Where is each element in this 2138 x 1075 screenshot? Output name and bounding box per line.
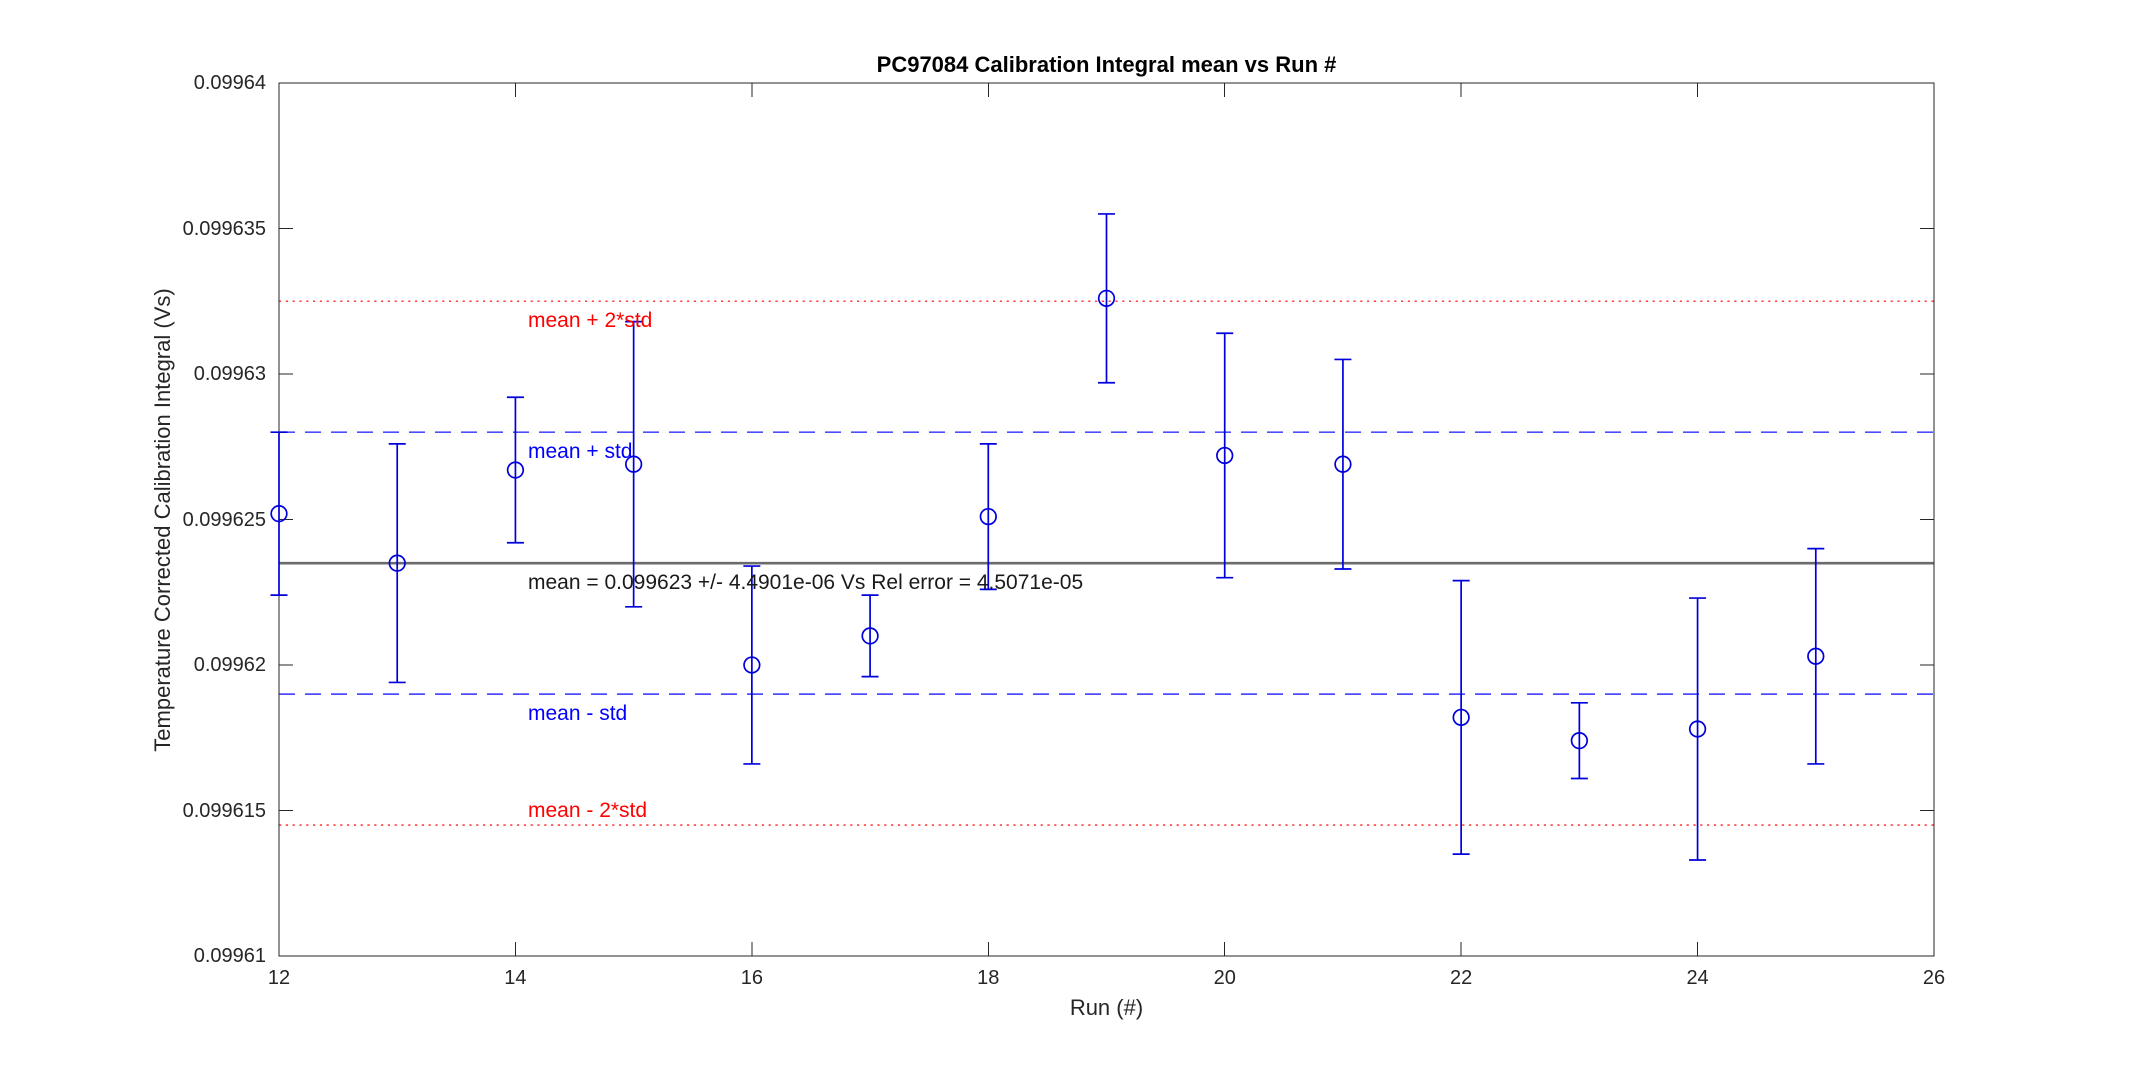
x-tick-label: 24 bbox=[1686, 967, 1709, 989]
data-point-marker bbox=[388, 554, 406, 572]
data-point-marker bbox=[1452, 708, 1470, 727]
x-axis-label: Run (#) bbox=[1069, 995, 1144, 1020]
x-tick-label: 16 bbox=[740, 967, 763, 989]
error-bar bbox=[1216, 332, 1234, 579]
error-bar bbox=[388, 442, 406, 684]
y-tick-label: 0.099625 bbox=[182, 508, 266, 531]
y-tick-label: 0.099615 bbox=[182, 799, 266, 822]
mean-plus-std-label: mean + std bbox=[528, 440, 633, 464]
data-point-marker bbox=[861, 627, 879, 645]
error-bar bbox=[506, 396, 524, 544]
error-bar bbox=[979, 442, 997, 591]
error-bar bbox=[1570, 701, 1588, 780]
x-tick-label: 18 bbox=[977, 967, 1000, 989]
y-tick-label: 0.09962 bbox=[193, 654, 266, 676]
data-point-marker bbox=[1688, 720, 1707, 738]
mean-plus-2std-label: mean + 2*std bbox=[528, 309, 653, 333]
chart-title: PC97084 Calibration Integral mean vs Run… bbox=[876, 52, 1337, 77]
error-bar bbox=[270, 431, 288, 597]
error-bar bbox=[1334, 358, 1352, 570]
y-tick-label: 0.09963 bbox=[193, 363, 266, 385]
y-tick-label: 0.09964 bbox=[193, 72, 266, 94]
data-point-marker bbox=[1334, 455, 1352, 473]
x-tick-label: 20 bbox=[1213, 967, 1236, 989]
data-point-marker bbox=[743, 656, 761, 674]
data-point-marker bbox=[1097, 289, 1116, 307]
x-tick-label: 14 bbox=[504, 967, 527, 989]
error-bar bbox=[1689, 597, 1707, 861]
y-tick-label: 0.099635 bbox=[182, 217, 266, 240]
mean-minus-2std-label: mean - 2*std bbox=[528, 799, 648, 823]
error-bar bbox=[861, 594, 879, 678]
data-point-marker bbox=[270, 505, 288, 523]
x-tick-label: 12 bbox=[267, 967, 291, 989]
data-point-marker bbox=[624, 455, 643, 473]
error-bar bbox=[743, 565, 761, 765]
data-point-marker bbox=[979, 507, 997, 526]
error-bar bbox=[625, 320, 643, 608]
data-point-marker bbox=[1807, 647, 1825, 665]
data-point-marker bbox=[506, 461, 525, 479]
error-bar bbox=[1807, 547, 1825, 765]
data-point-marker bbox=[1216, 446, 1234, 465]
mean-annotation: mean = 0.099623 +/- 4.4901e-06 Vs Rel er… bbox=[528, 571, 1084, 595]
mean-minus-std-label: mean - std bbox=[528, 702, 628, 726]
error-bar bbox=[1098, 213, 1115, 384]
x-tick-label: 26 bbox=[1922, 967, 1946, 989]
error-bar bbox=[1452, 579, 1470, 856]
x-tick-label: 22 bbox=[1450, 967, 1473, 989]
data-point-marker bbox=[1570, 732, 1589, 750]
y-tick-label: 0.09961 bbox=[193, 945, 266, 967]
